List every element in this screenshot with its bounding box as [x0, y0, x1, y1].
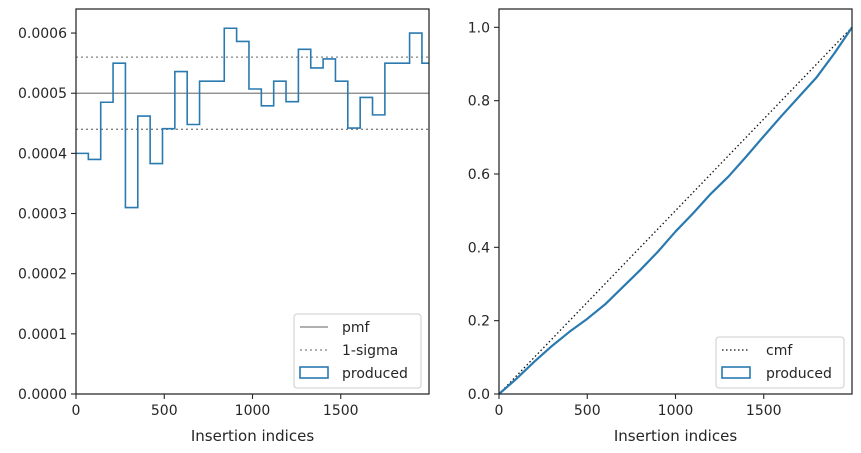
histogram-y-tick-label: 0.0003 [18, 207, 67, 223]
legend-produced-swatch [299, 366, 329, 379]
legend-produced-label: produced [342, 366, 408, 382]
cumulative-y-tick-label: 0.6 [468, 167, 490, 183]
histogram-y-tick-label: 0.0002 [18, 267, 67, 283]
cumulative-y-tick-label: 1.0 [468, 20, 490, 36]
histogram-x-tick-label: 0 [72, 403, 81, 419]
legend-pmf-label: pmf [342, 320, 371, 336]
histogram-x-tick-label: 500 [151, 403, 178, 419]
histogram-x-tick-label: 1500 [323, 403, 359, 419]
histogram-legend-box [293, 313, 422, 389]
histogram-y-tick-label: 0.0000 [18, 387, 67, 403]
histogram-marks [76, 27, 429, 209]
legend-cmf-label: cmf [766, 343, 793, 359]
cumulative-x-axis-label: Insertion indices [614, 427, 737, 445]
histogram-y-tick-label: 0.0005 [18, 86, 67, 102]
histogram-y-tick-label: 0.0001 [18, 327, 67, 343]
cumulative-x-tick-label: 1000 [658, 403, 694, 419]
cumulative-y-tick-label: 0.8 [468, 94, 490, 110]
legend-1-sigma-label: 1-sigma [342, 343, 398, 359]
cumulative-ticks: 0 500 1000 1500 0.0 0.2 0.4 0.6 0.8 1.0 [468, 20, 782, 419]
histogram-ticks: 0 500 1000 1500 0.0000 0.0001 0.0002 0.0003 0.00… [18, 26, 359, 419]
cumulative-y-tick-label: 0.0 [468, 387, 490, 403]
cumulative-plot: 0 500 1000 1500 0.0 0.2 0.4 0.6 0.8 1.0 Insertion… [468, 8, 853, 445]
legend-produced-label: produced [766, 366, 832, 382]
produced-cumulative-series [498, 26, 853, 395]
cumulative-y-tick-label: 0.2 [468, 314, 490, 330]
cumulative-x-tick-label: 1500 [746, 403, 782, 419]
cumulative-legend-box [715, 336, 845, 389]
histogram-x-tick-label: 1000 [235, 403, 271, 419]
histogram-plot: 0 500 1000 1500 0.0000 0.0001 0.0002 0.0003 0.00… [18, 8, 430, 445]
produced-step-series [76, 27, 429, 209]
histogram-x-axis-label: Insertion indices [191, 427, 314, 445]
histogram-legend: pmf 1-sigma produced [293, 313, 422, 389]
cumulative-axes-frame [498, 8, 853, 395]
cumulative-marks [498, 26, 853, 395]
histogram-y-tick-label: 0.0006 [18, 26, 67, 42]
cumulative-x-tick-label: 0 [495, 403, 504, 419]
legend-produced-swatch [721, 366, 751, 379]
histogram-y-tick-label: 0.0004 [18, 146, 67, 162]
cumulative-legend: cmf produced [715, 336, 845, 389]
cmf-line [498, 26, 853, 395]
cumulative-x-tick-label: 500 [574, 403, 601, 419]
cumulative-y-tick-label: 0.4 [468, 240, 490, 256]
